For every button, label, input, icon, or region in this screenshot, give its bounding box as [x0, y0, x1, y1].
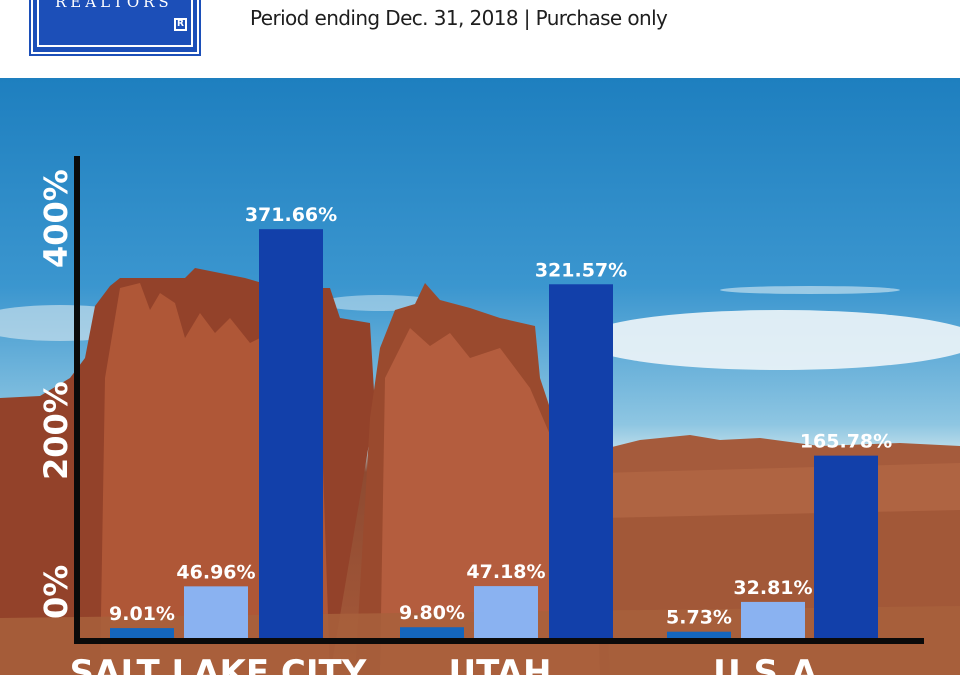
x-category-label: SALT LAKE CITY — [70, 653, 367, 675]
x-category-label: UTAH — [449, 653, 552, 675]
bar — [110, 628, 174, 638]
chart-subtitle: Period ending Dec. 31, 2018 | Purchase o… — [250, 6, 668, 30]
bar-value-label: 9.80% — [399, 602, 465, 624]
logo-frame — [37, 0, 193, 47]
bar-value-label: 47.18% — [466, 561, 545, 583]
chart-area: 0% 200% 400% 9.01% 9.80% 5.73% 46.96% 47.18% 32… — [0, 78, 960, 675]
y-tick-label: 0% — [37, 565, 75, 619]
bar — [259, 229, 323, 638]
bar — [400, 627, 464, 638]
y-tick-label: 400% — [37, 169, 75, 268]
logo-text: REALTORS — [55, 0, 173, 11]
bar — [549, 284, 613, 638]
y-axis-line — [74, 156, 80, 644]
realtors-logo: REALTORS R — [29, 0, 201, 56]
bar-value-label: 321.57% — [535, 259, 627, 281]
bar-value-label: 5.73% — [666, 607, 732, 629]
bar — [184, 586, 248, 638]
y-tick-label: 200% — [37, 381, 75, 480]
bar — [474, 586, 538, 638]
bar-value-label: 46.96% — [176, 561, 255, 583]
bar-value-label: 371.66% — [245, 204, 337, 226]
x-category-label: U.S.A. — [713, 653, 831, 675]
x-axis-line — [74, 638, 924, 644]
bar-value-label: 165.78% — [800, 431, 892, 453]
bar — [741, 601, 805, 638]
bar — [814, 455, 878, 638]
bar-value-label: 9.01% — [109, 603, 175, 625]
bar-value-label: 32.81% — [733, 577, 812, 599]
header: REALTORS R Period ending Dec. 31, 2018 |… — [0, 0, 960, 78]
realtor-r-icon: R — [174, 18, 187, 31]
bar-chart: 0% 200% 400% 9.01% 9.80% 5.73% 46.96% 47.18% 32… — [37, 156, 924, 675]
bar — [667, 631, 731, 638]
